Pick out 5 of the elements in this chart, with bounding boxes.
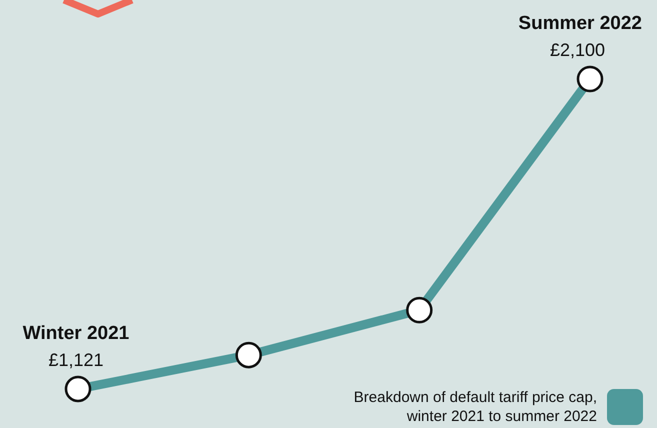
data-label: £1,121 xyxy=(48,350,104,370)
x-tick-label: Winter 2021 xyxy=(22,322,130,344)
legend-label: Breakdown of default tariff price cap, winter 2021 to summer 2022 xyxy=(352,388,597,426)
data-label: £2,100 xyxy=(550,40,605,60)
x-tick-label: Summer 2022 xyxy=(518,13,642,34)
